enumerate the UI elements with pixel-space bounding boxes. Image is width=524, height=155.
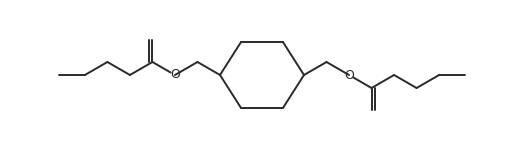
Text: O: O <box>344 69 354 82</box>
Text: O: O <box>170 69 180 82</box>
